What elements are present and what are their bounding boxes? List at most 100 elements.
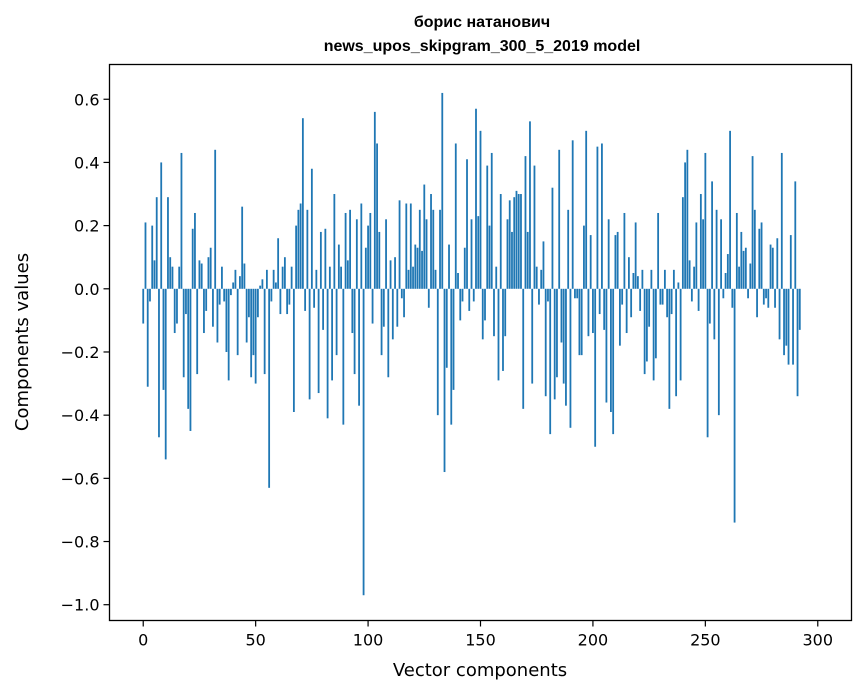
bar-108: [385, 219, 387, 289]
bar-25: [198, 260, 201, 289]
y-tick-label-2: 0.2: [74, 217, 99, 236]
bar-198: [587, 288, 590, 337]
bar-7: [158, 288, 160, 438]
bar-185: [558, 149, 561, 289]
bar-231: [661, 288, 664, 305]
bar-208: [610, 288, 612, 412]
bar-27: [203, 288, 205, 334]
bar-160: [502, 288, 504, 371]
x-tick-label-4: 200: [578, 631, 609, 650]
bar-53: [261, 279, 264, 289]
bar-246: [695, 222, 698, 289]
bar-153: [486, 165, 489, 289]
x-tick-label-3: 150: [465, 631, 496, 650]
bar-68: [295, 225, 298, 289]
bar-43: [239, 276, 241, 289]
bar-143: [463, 247, 466, 289]
bar-26: [200, 263, 203, 289]
bar-261: [729, 130, 731, 289]
bar-172: [529, 121, 531, 289]
bar-205: [603, 288, 606, 330]
bar-23: [194, 212, 196, 289]
bar-178: [542, 241, 545, 289]
bars-group: [142, 92, 801, 596]
bar-192: [574, 288, 576, 299]
bar-50: [254, 288, 257, 384]
bar-156: [493, 288, 495, 337]
bar-176: [538, 288, 540, 305]
bar-181: [549, 288, 552, 435]
bar-70: [299, 203, 302, 289]
bar-45: [243, 263, 246, 289]
bar-271: [751, 156, 754, 289]
bar-177: [540, 269, 543, 289]
bar-211: [616, 231, 619, 289]
x-tick-label-5: 250: [690, 631, 721, 650]
bar-91: [346, 260, 349, 289]
bar-265: [738, 266, 740, 289]
bar-131: [436, 288, 439, 416]
bar-6: [155, 197, 158, 289]
bar-182: [551, 187, 554, 289]
chart-title: борис натанович: [414, 14, 550, 31]
bar-207: [607, 219, 610, 289]
bar-15: [176, 288, 178, 324]
bar-150: [479, 130, 482, 289]
bar-165: [513, 197, 516, 289]
bar-290: [794, 181, 797, 289]
bar-8: [160, 162, 163, 289]
bar-214: [623, 212, 626, 289]
bar-161: [504, 288, 507, 337]
bar-74: [308, 288, 311, 400]
bar-275: [760, 222, 763, 289]
bar-109: [387, 288, 390, 378]
bar-28: [205, 288, 208, 311]
bar-121: [414, 244, 417, 289]
bar-257: [720, 219, 722, 289]
bar-75: [310, 168, 313, 289]
bar-166: [515, 190, 518, 289]
bar-30: [209, 247, 212, 289]
bar-32: [214, 149, 217, 289]
bar-238: [677, 282, 680, 289]
bar-287: [787, 288, 790, 365]
bar-110: [389, 260, 392, 289]
bar-12: [169, 257, 172, 289]
bar-269: [747, 288, 749, 299]
bar-187: [562, 288, 565, 384]
bar-52: [259, 285, 262, 289]
ticks-group: 0 50 100 150 200 250 300 0.6 0.4 0.2 0.0 −0.2 −0.4 −0…: [61, 90, 833, 649]
bar-1: [144, 222, 147, 289]
bar-242: [686, 149, 689, 289]
bar-251: [706, 288, 709, 438]
bar-201: [594, 288, 597, 447]
bar-180: [547, 288, 549, 302]
bar-241: [684, 162, 687, 289]
bar-115: [400, 288, 403, 299]
y-tick-label-5: −0.4: [61, 406, 100, 425]
bar-9: [162, 288, 165, 390]
bar-236: [672, 269, 675, 289]
bar-59: [274, 282, 277, 289]
bar-247: [697, 288, 700, 311]
bar-155: [490, 152, 493, 289]
bar-149: [477, 216, 480, 289]
bar-151: [481, 288, 484, 340]
bar-97: [360, 203, 363, 289]
bar-134: [443, 288, 446, 473]
bar-44: [241, 206, 244, 289]
bar-256: [717, 288, 720, 416]
bar-255: [715, 209, 718, 289]
bar-186: [560, 288, 563, 343]
bar-248: [699, 194, 702, 289]
bar-88: [340, 266, 342, 289]
bar-61: [279, 288, 282, 315]
bar-16: [178, 266, 181, 289]
bar-57: [270, 288, 273, 302]
bar-111: [391, 288, 394, 340]
bar-14: [173, 288, 176, 334]
bar-99: [364, 247, 367, 289]
bar-206: [605, 288, 608, 403]
bar-235: [670, 288, 673, 315]
